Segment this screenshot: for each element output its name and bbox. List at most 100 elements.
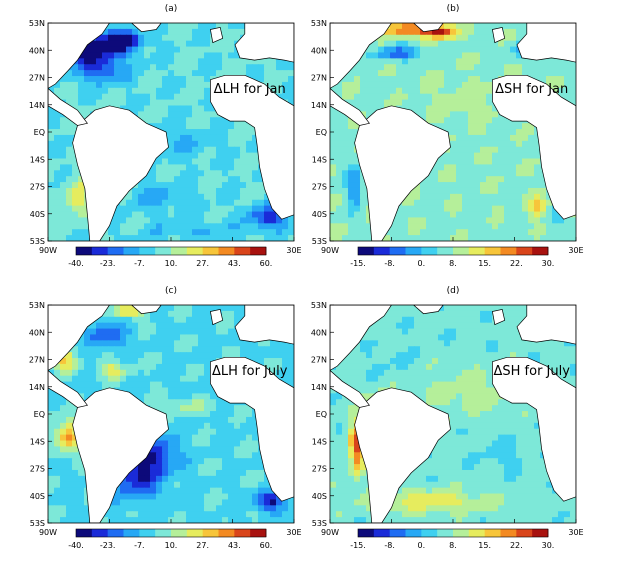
colorbar-tick-label: 8.	[449, 541, 457, 550]
colorbar-tick-label: -23.	[100, 259, 116, 268]
colorbar-segment	[390, 247, 406, 255]
colorbar-segment	[374, 529, 390, 537]
colorbar-tick-label: -8.	[384, 259, 395, 268]
colorbar-tick-label: 15.	[478, 541, 491, 550]
lat-tick-label: 27S	[30, 465, 45, 474]
lat-tick-label: 27S	[30, 183, 45, 192]
lat-tick-label: 27N	[311, 356, 327, 365]
colorbar-segment	[124, 529, 140, 537]
colorbar-segment	[76, 529, 92, 537]
lon-tick-label: 90W	[39, 246, 57, 255]
colorbar-segment	[234, 247, 250, 255]
panel-tag: (d)	[447, 286, 460, 296]
colorbar-segment	[437, 247, 453, 255]
colorbar-segment	[203, 529, 219, 537]
panel-c: (c)ΔLH for July53N40N27N14NEQ14S27S40S53…	[29, 286, 302, 550]
colorbar-segment	[374, 247, 390, 255]
colorbar-segment	[437, 529, 453, 537]
colorbar-segment	[108, 529, 124, 537]
colorbar-segment	[250, 247, 266, 255]
lat-tick-label: 53N	[29, 301, 45, 310]
panel-tag: (b)	[447, 4, 460, 14]
lat-tick-label: 40N	[29, 46, 45, 55]
lat-tick-label: EQ	[34, 128, 45, 137]
lat-tick-label: 40N	[311, 328, 327, 337]
colorbar-tick-label: -23.	[100, 541, 116, 550]
colorbar-segment	[421, 529, 437, 537]
panel-d: (d)ΔSH for July53N40N27N14NEQ14S27S40S53…	[311, 286, 584, 550]
colorbar-segment	[155, 247, 171, 255]
colorbar-tick-label: 43.	[228, 259, 241, 268]
colorbar-tick-label: -40.	[68, 259, 84, 268]
panel-title: ΔSH for Jan	[495, 82, 568, 97]
lat-tick-label: 14N	[29, 383, 45, 392]
colorbar-segment	[469, 529, 485, 537]
lon-tick-label: 30E	[568, 528, 583, 537]
colorbar-tick-label: 27.	[196, 541, 209, 550]
lat-tick-label: 40N	[311, 46, 327, 55]
colorbar-tick-label: 30.	[542, 259, 555, 268]
colorbar-segment	[358, 247, 374, 255]
panel-b: (b)ΔSH for Jan53N40N27N14NEQ14S27S40S53S…	[311, 4, 584, 268]
colorbar-segment	[234, 529, 250, 537]
lat-tick-label: 14S	[312, 155, 327, 164]
colorbar-tick-label: -40.	[68, 541, 84, 550]
lat-tick-label: 40S	[30, 210, 45, 219]
colorbar-segment	[453, 247, 469, 255]
lat-tick-label: 27S	[312, 465, 327, 474]
lat-tick-label: 14N	[29, 101, 45, 110]
colorbar-segment	[139, 247, 155, 255]
colorbar-segment	[171, 529, 187, 537]
lat-tick-label: 53S	[30, 519, 45, 528]
colorbar: -40.-23.-7.10.27.43.60.	[68, 247, 272, 268]
lat-tick-label: 40S	[312, 492, 327, 501]
colorbar-segment	[532, 247, 548, 255]
colorbar-segment	[421, 247, 437, 255]
colorbar-segment	[76, 247, 92, 255]
lat-tick-label: 40S	[312, 210, 327, 219]
colorbar-segment	[516, 247, 532, 255]
lat-tick-label: 53S	[312, 237, 327, 246]
colorbar-tick-label: 30.	[542, 541, 555, 550]
lon-tick-label: 30E	[568, 246, 583, 255]
lat-tick-label: 14S	[30, 437, 45, 446]
colorbar-segment	[187, 529, 203, 537]
colorbar-tick-label: 0.	[418, 259, 426, 268]
field-map	[48, 305, 295, 524]
colorbar-segment	[250, 529, 266, 537]
lat-tick-label: 14N	[311, 383, 327, 392]
panel-title: ΔSH for July	[493, 364, 570, 379]
lat-tick-label: 53N	[29, 19, 45, 28]
lat-tick-label: EQ	[34, 410, 45, 419]
colorbar-segment	[390, 529, 406, 537]
field-map	[330, 305, 577, 524]
lon-tick-label: 30E	[286, 246, 301, 255]
colorbar-tick-label: -8.	[384, 541, 395, 550]
colorbar-tick-label: 10.	[165, 541, 178, 550]
colorbar-tick-label: 0.	[418, 541, 426, 550]
colorbar-tick-label: 10.	[165, 259, 178, 268]
lat-tick-label: 14S	[30, 155, 45, 164]
colorbar-segment	[532, 529, 548, 537]
lat-tick-label: 40N	[29, 328, 45, 337]
colorbar-segment	[516, 529, 532, 537]
colorbar-segment	[485, 247, 501, 255]
colorbar-tick-label: 15.	[478, 259, 491, 268]
colorbar-segment	[155, 529, 171, 537]
panel-tag: (a)	[165, 4, 178, 14]
lat-tick-label: 53S	[30, 237, 45, 246]
colorbar-segment	[453, 529, 469, 537]
panel-tag: (c)	[165, 286, 177, 296]
lon-tick-label: 90W	[39, 528, 57, 537]
colorbar-tick-label: 8.	[449, 259, 457, 268]
colorbar-segment	[501, 247, 517, 255]
colorbar-tick-label: 22.	[510, 541, 523, 550]
colorbar-tick-label: -7.	[134, 259, 145, 268]
lat-tick-label: 40S	[30, 492, 45, 501]
lat-tick-label: EQ	[316, 128, 327, 137]
lat-tick-label: 27N	[29, 74, 45, 83]
colorbar-tick-label: -7.	[134, 541, 145, 550]
colorbar-segment	[469, 247, 485, 255]
colorbar-segment	[139, 529, 155, 537]
colorbar-segment	[219, 529, 235, 537]
